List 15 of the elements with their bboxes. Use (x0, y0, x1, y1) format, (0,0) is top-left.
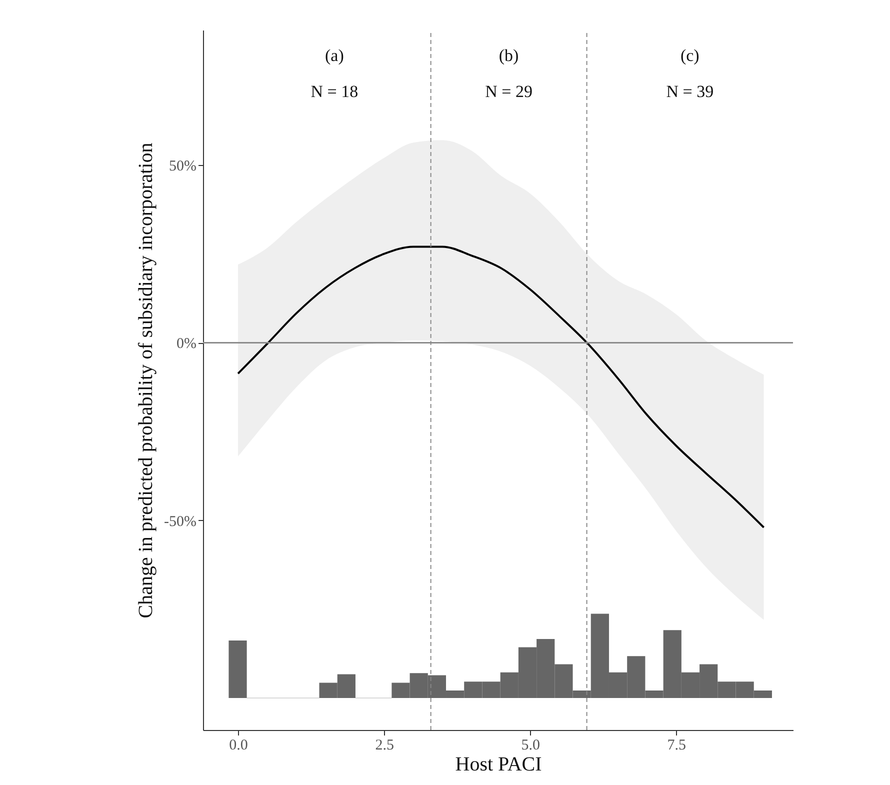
annotation: N = 29 (485, 82, 532, 101)
x-tick-label: 2.5 (375, 738, 394, 754)
x-tick-label: 5.0 (521, 738, 540, 754)
y-axis-title: Change in predicted probability of subsidiary incorporation (135, 142, 158, 618)
x-tick-label: 7.5 (667, 738, 686, 754)
annotation: N = 18 (310, 82, 358, 101)
annotation: (b) (498, 46, 519, 65)
y-tick-label: -50% (164, 514, 196, 530)
y-tick-label: 0% (176, 336, 196, 352)
y-tick-label: 50% (169, 158, 196, 175)
x-tick-label: 0.0 (229, 738, 248, 754)
x-axis-title: Host PACI (455, 754, 542, 776)
annotation: (a) (325, 46, 344, 65)
annotation: (c) (680, 46, 700, 65)
annotation: N = 39 (666, 82, 714, 101)
